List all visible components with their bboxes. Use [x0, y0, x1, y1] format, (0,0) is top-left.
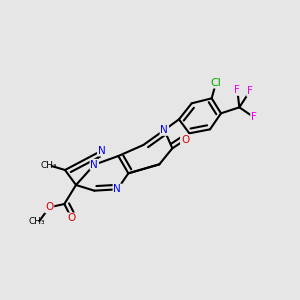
Text: O: O	[45, 202, 53, 212]
Text: O: O	[181, 135, 189, 145]
Text: N: N	[160, 125, 168, 135]
Text: F: F	[234, 85, 240, 95]
Text: O: O	[68, 213, 76, 223]
Text: N: N	[91, 160, 98, 170]
Text: F: F	[251, 112, 257, 122]
Text: N: N	[113, 184, 121, 194]
Text: F: F	[247, 86, 253, 96]
Text: CH₃: CH₃	[28, 217, 45, 226]
Text: CH₃: CH₃	[40, 161, 57, 170]
Text: Cl: Cl	[211, 78, 221, 88]
Text: N: N	[98, 146, 106, 156]
